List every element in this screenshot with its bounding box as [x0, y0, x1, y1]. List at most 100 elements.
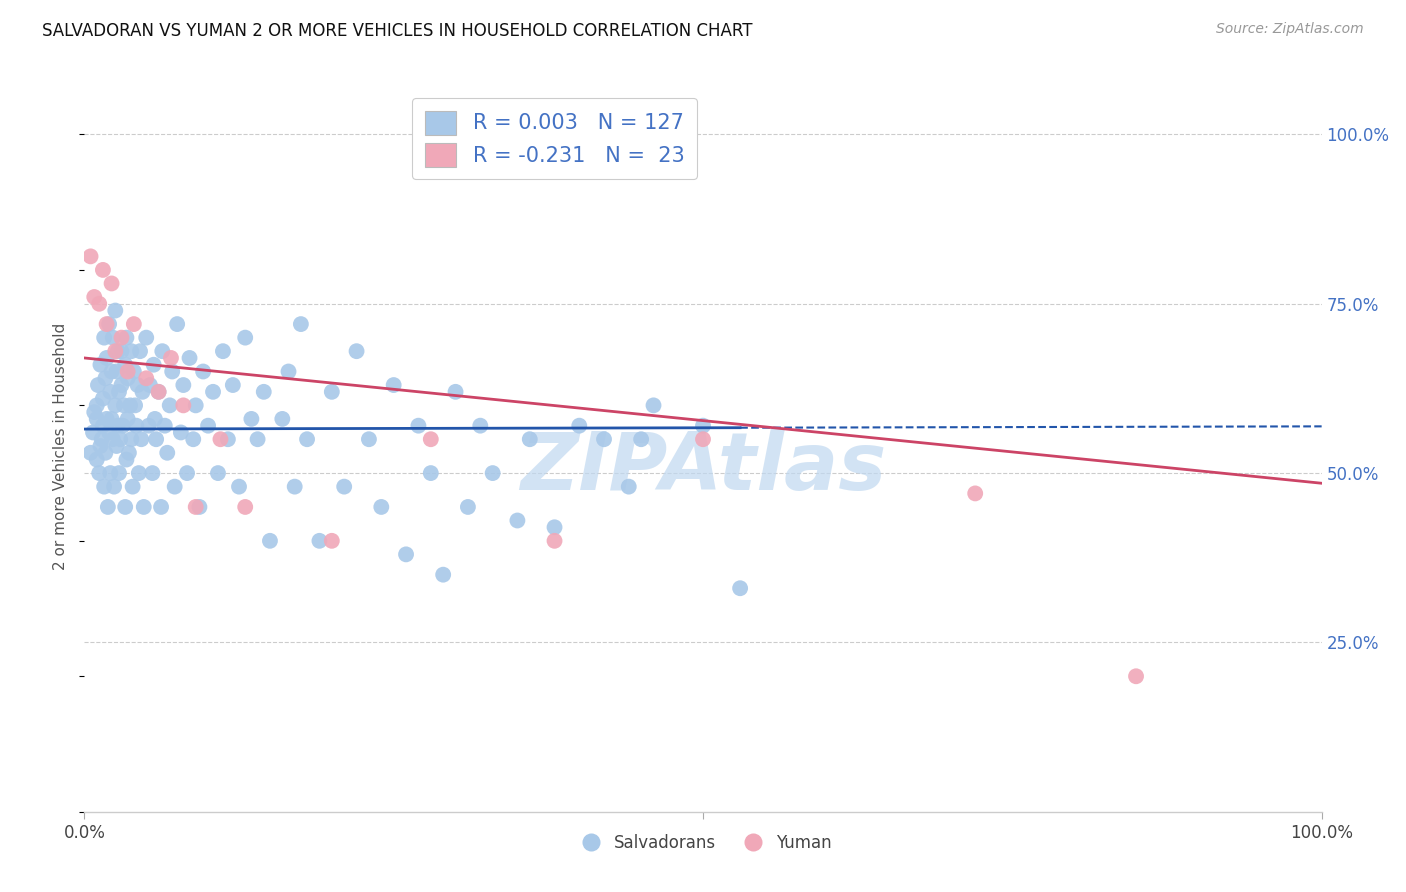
- Point: [419, 432, 441, 446]
- Point: [89, 466, 111, 480]
- Point: [209, 432, 232, 446]
- Point: [408, 418, 430, 433]
- Point: [176, 466, 198, 480]
- Point: [143, 412, 166, 426]
- Point: [122, 317, 145, 331]
- Point: [692, 432, 714, 446]
- Point: [108, 466, 131, 480]
- Point: [277, 364, 299, 378]
- Point: [112, 398, 135, 412]
- Point: [148, 384, 170, 399]
- Point: [98, 317, 121, 331]
- Point: [156, 446, 179, 460]
- Point: [643, 398, 665, 412]
- Point: [593, 432, 616, 446]
- Point: [118, 446, 141, 460]
- Point: [965, 486, 987, 500]
- Point: [104, 303, 127, 318]
- Point: [135, 331, 157, 345]
- Point: [100, 364, 122, 378]
- Point: [357, 432, 380, 446]
- Point: [79, 446, 101, 460]
- Point: [432, 567, 454, 582]
- Point: [100, 277, 122, 291]
- Point: [290, 317, 312, 331]
- Point: [444, 384, 467, 399]
- Point: [86, 412, 108, 426]
- Point: [1125, 669, 1147, 683]
- Point: [82, 425, 104, 440]
- Point: [107, 344, 129, 359]
- Point: [308, 533, 330, 548]
- Point: [481, 466, 503, 480]
- Point: [128, 466, 150, 480]
- Point: [91, 263, 114, 277]
- Point: [121, 480, 143, 494]
- Point: [506, 514, 529, 528]
- Point: [115, 331, 138, 345]
- Text: SALVADORAN VS YUMAN 2 OR MORE VEHICLES IN HOUSEHOLD CORRELATION CHART: SALVADORAN VS YUMAN 2 OR MORE VEHICLES I…: [42, 22, 752, 40]
- Point: [179, 351, 201, 365]
- Point: [98, 425, 121, 440]
- Point: [114, 358, 136, 372]
- Point: [104, 344, 127, 359]
- Point: [184, 398, 207, 412]
- Point: [105, 439, 128, 453]
- Point: [233, 500, 256, 514]
- Point: [100, 412, 122, 426]
- Point: [207, 466, 229, 480]
- Point: [153, 418, 176, 433]
- Point: [138, 418, 160, 433]
- Point: [728, 581, 751, 595]
- Point: [91, 392, 114, 406]
- Point: [117, 412, 139, 426]
- Point: [96, 317, 118, 331]
- Point: [212, 344, 235, 359]
- Point: [104, 398, 127, 412]
- Point: [150, 344, 173, 359]
- Point: [172, 378, 194, 392]
- Point: [419, 466, 441, 480]
- Point: [370, 500, 392, 514]
- Point: [395, 547, 418, 561]
- Point: [135, 371, 157, 385]
- Point: [295, 432, 318, 446]
- Point: [83, 290, 105, 304]
- Point: [83, 405, 105, 419]
- Point: [159, 398, 181, 412]
- Point: [382, 378, 405, 392]
- Point: [107, 418, 129, 433]
- Point: [172, 398, 194, 412]
- Point: [114, 500, 136, 514]
- Point: [94, 371, 117, 385]
- Point: [141, 466, 163, 480]
- Point: [86, 452, 108, 467]
- Point: [120, 432, 142, 446]
- Point: [519, 432, 541, 446]
- Point: [101, 432, 124, 446]
- Point: [170, 425, 193, 440]
- Point: [91, 418, 114, 433]
- Text: ZIPAtlas: ZIPAtlas: [520, 429, 886, 507]
- Point: [79, 249, 101, 263]
- Point: [346, 344, 368, 359]
- Point: [163, 480, 186, 494]
- Point: [139, 378, 162, 392]
- Point: [103, 480, 125, 494]
- Point: [127, 378, 149, 392]
- Point: [148, 384, 170, 399]
- Point: [321, 533, 343, 548]
- Point: [110, 344, 132, 359]
- Point: [97, 500, 120, 514]
- Point: [93, 480, 115, 494]
- Point: [543, 520, 565, 534]
- Point: [240, 412, 263, 426]
- Point: [470, 418, 492, 433]
- Point: [166, 317, 188, 331]
- Point: [98, 466, 121, 480]
- Point: [98, 384, 121, 399]
- Point: [228, 480, 250, 494]
- Point: [110, 331, 132, 345]
- Point: [543, 533, 565, 548]
- Point: [184, 500, 207, 514]
